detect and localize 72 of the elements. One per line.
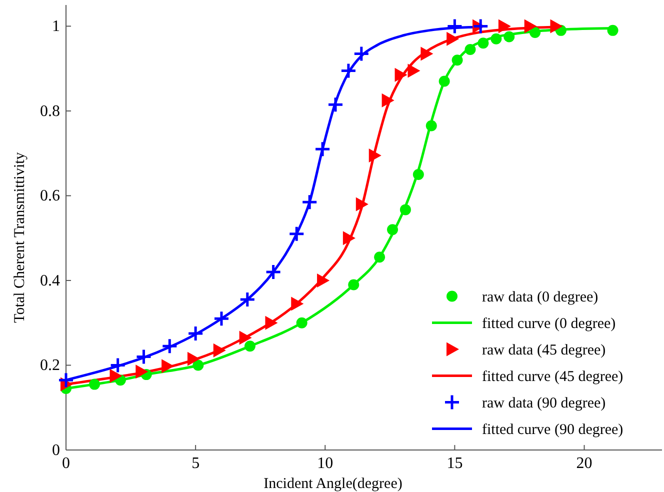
point [288,226,305,242]
legend-label: raw data (45 degree) [482,342,606,358]
point [317,273,330,288]
point [291,296,304,311]
point [239,330,252,345]
point [550,19,563,34]
point [452,54,463,66]
point [213,343,226,358]
point [446,32,460,46]
legend-label: raw data (0 degree) [482,289,598,306]
y-tick-label: 0.6 [40,188,60,205]
point [472,18,489,34]
y-tick-label: 1 [52,18,60,36]
point [110,368,122,383]
point [607,24,618,36]
point [136,364,148,379]
point [420,46,434,61]
legend-label: fitted curve (0 degree) [482,316,616,332]
point [524,19,537,34]
point [110,356,126,374]
point [438,76,450,87]
point [340,62,357,79]
x-tick-label: 5 [192,455,200,472]
point [478,38,489,49]
y-axis-title: Total Cherent Transmittivity [12,152,28,323]
point [58,372,74,388]
point [162,359,174,374]
point [504,31,515,42]
point [265,264,282,280]
x-tick-label: 10 [317,455,334,472]
point [387,224,398,236]
x-tick-label: 20 [576,455,592,472]
point [342,231,356,246]
point [348,279,360,290]
point [213,310,230,327]
point [296,317,308,328]
y-tick-label: 0.2 [40,357,60,374]
point [135,348,152,366]
point [400,204,411,216]
point [368,148,382,162]
point [239,291,256,308]
legend-label: raw data (90 degree) [482,395,606,412]
point [187,352,200,366]
point [327,96,344,113]
y-tick-label: 0.4 [40,272,60,290]
point [498,19,511,34]
point [374,252,386,263]
point [161,338,178,354]
legend-label: fitted curve (90 degree) [482,422,624,438]
point [187,325,204,342]
point [314,140,331,158]
x-axis-title: Incident Angle(degree) [264,476,402,492]
point [89,378,100,390]
point [446,18,463,34]
point [408,64,420,78]
y-tick-label: 0 [52,442,60,459]
point [426,120,437,132]
point [490,33,502,44]
point [394,68,408,82]
point [353,45,370,62]
point [301,194,318,210]
legend-label: fitted curve (45 degree) [482,368,624,385]
x-tick-label: 15 [446,455,463,472]
point [244,340,256,352]
point [464,44,476,55]
point [265,316,278,330]
point [356,197,368,212]
point [412,169,424,180]
point [530,27,541,38]
point [192,360,204,371]
point [382,93,394,108]
y-tick-label: 0.8 [40,102,60,120]
